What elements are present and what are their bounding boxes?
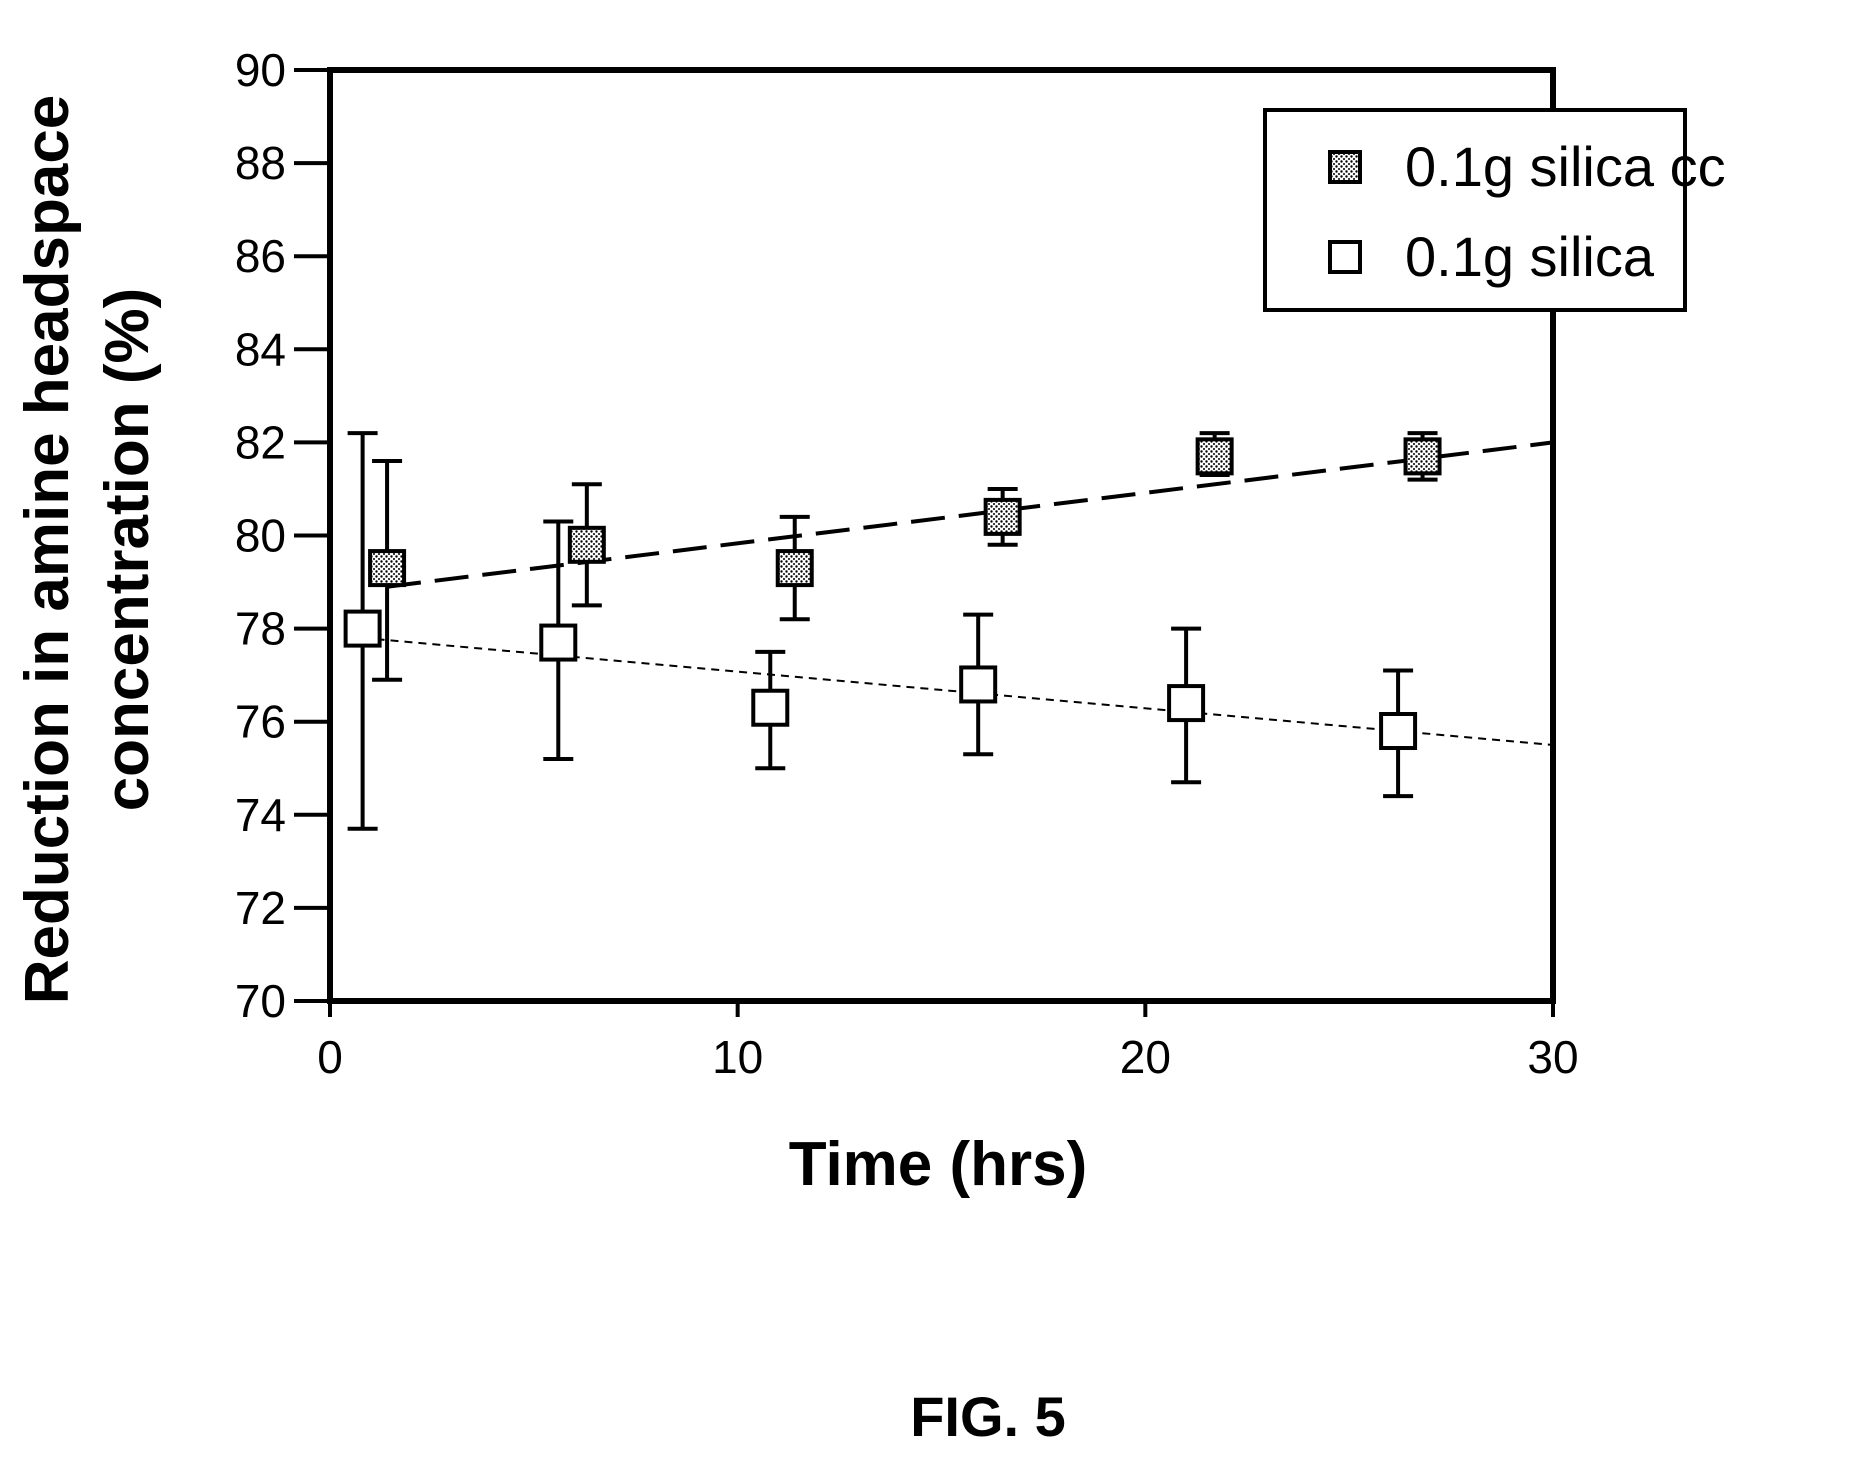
legend-marker-silica — [1328, 240, 1362, 274]
legend: 0.1g silica cc 0.1g silica — [1263, 108, 1726, 312]
y-tick-label-88: 88 — [235, 137, 286, 189]
x-axis-title: Time (hrs) — [789, 1130, 1088, 1199]
data-point-silica — [539, 623, 578, 662]
data-markers — [343, 437, 1442, 751]
data-point-silica-cc — [368, 549, 407, 588]
y-tick-label-86: 86 — [235, 230, 286, 282]
y-tick-label-74: 74 — [235, 789, 286, 841]
x-tick-label-10: 10 — [712, 1031, 763, 1083]
y-tick-label-76: 76 — [235, 696, 286, 748]
y-axis-title: Reduction in amine headspace — [13, 95, 82, 1005]
y-tick-label-80: 80 — [235, 510, 286, 562]
data-point-silica-cc — [567, 525, 606, 564]
y-axis: 70 72 74 76 78 80 82 84 86 88 90 — [235, 44, 330, 1027]
y-tick-label-84: 84 — [235, 323, 286, 375]
y-tick-label-82: 82 — [235, 416, 286, 468]
legend-box — [1263, 108, 1687, 312]
legend-label-silica-cc: 0.1g silica cc — [1405, 135, 1726, 198]
y-axis-title-line-2: concentration (%) — [93, 288, 162, 812]
data-point-silica — [751, 688, 790, 727]
figure-caption: FIG. 5 — [910, 1385, 1066, 1448]
y-tick-label-72: 72 — [235, 882, 286, 934]
y-tick-label-78: 78 — [235, 603, 286, 655]
trend-line-silica-cc — [386, 440, 1554, 589]
trend-lines — [362, 440, 1554, 746]
data-point-silica — [343, 609, 382, 648]
data-point-silica — [1167, 684, 1206, 723]
data-point-silica-cc — [1403, 437, 1442, 476]
legend-marker-silica-cc — [1328, 150, 1362, 184]
y-tick-label-70: 70 — [235, 975, 286, 1027]
x-tick-label-30: 30 — [1527, 1031, 1578, 1083]
y-tick-label-90: 90 — [235, 44, 286, 96]
error-bars — [347, 431, 1438, 831]
y-axis-title-line-1: Reduction in amine headspace — [13, 95, 82, 1005]
data-point-silica-cc — [775, 549, 814, 588]
x-axis: 0 10 20 30 — [317, 1001, 1579, 1083]
legend-label-silica: 0.1g silica — [1405, 225, 1655, 288]
data-point-silica-cc — [1195, 437, 1234, 476]
x-tick-label-0: 0 — [317, 1031, 343, 1083]
x-tick-label-20: 20 — [1120, 1031, 1171, 1083]
data-point-silica — [1379, 712, 1418, 751]
data-point-silica — [959, 665, 998, 704]
data-point-silica-cc — [983, 497, 1022, 536]
y-axis-title-second: concentration (%) — [93, 288, 162, 812]
